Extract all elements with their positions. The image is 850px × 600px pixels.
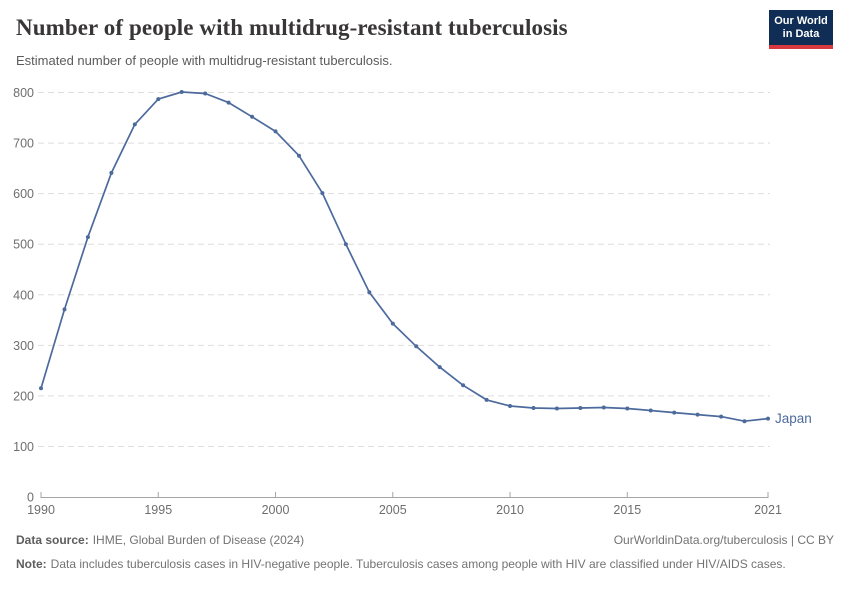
- data-point: [85, 235, 90, 240]
- data-point: [766, 416, 770, 421]
- data-point: [695, 412, 700, 417]
- page-title: Number of people with multidrug-resistan…: [16, 15, 568, 40]
- data-point: [297, 153, 301, 158]
- note-text: Data includes tuberculosis cases in HIV-…: [50, 557, 786, 571]
- data-point: [414, 344, 419, 349]
- y-axis-tick-label: 700: [13, 137, 34, 151]
- x-axis-tick-label: 1990: [27, 503, 55, 517]
- series-end-label: Japan: [775, 411, 812, 426]
- note-label: Note:: [16, 557, 47, 571]
- y-axis-tick-label: 200: [13, 389, 34, 403]
- chart-subtitle: Estimated number of people with multidru…: [16, 53, 393, 68]
- data-point: [132, 122, 137, 127]
- data-point: [672, 410, 677, 415]
- data-source-line: Data source: IHME, Global Burden of Disea…: [16, 533, 304, 547]
- data-point: [508, 404, 512, 408]
- data-point: [531, 406, 536, 410]
- data-point: [554, 406, 559, 411]
- data-point: [226, 100, 231, 105]
- owid-logo[interactable]: Our World in Data: [769, 10, 833, 49]
- data-point: [250, 114, 255, 119]
- data-point: [437, 365, 442, 370]
- y-axis-tick-label: 100: [13, 440, 34, 454]
- series-line-japan: [40, 91, 769, 423]
- y-axis-tick-label: 600: [13, 187, 34, 201]
- data-point: [601, 405, 606, 410]
- y-axis-tick-label: 0: [27, 491, 34, 505]
- data-point: [179, 90, 184, 94]
- data-point: [719, 414, 724, 419]
- owid-logo-line2: in Data: [782, 28, 820, 40]
- data-point: [578, 406, 583, 410]
- data-point: [390, 321, 395, 326]
- y-axis-tick-label: 300: [13, 339, 34, 353]
- chart-footer: Data source: IHME, Global Burden of Disea…: [16, 533, 834, 547]
- data-point: [343, 242, 348, 247]
- data-point: [625, 406, 630, 411]
- data-point: [273, 129, 278, 134]
- y-axis-tick-label: 400: [13, 288, 34, 302]
- data-point: [203, 91, 208, 96]
- data-point: [62, 307, 67, 312]
- data-source-text: IHME, Global Burden of Disease (2024): [92, 533, 305, 547]
- x-axis-tick-label: 2015: [613, 503, 641, 517]
- data-source-label: Data source:: [16, 533, 89, 547]
- y-axis-tick-label: 800: [13, 86, 34, 100]
- x-axis-tick-label: 2000: [262, 503, 290, 517]
- x-axis-tick-label: 2021: [754, 503, 782, 517]
- owid-logo-line1: Our World: [774, 15, 828, 27]
- x-axis-tick-label: 2005: [379, 503, 407, 517]
- data-point: [156, 97, 161, 102]
- owid-license-link[interactable]: OurWorldinData.org/tuberculosis | CC BY: [613, 533, 834, 547]
- data-point: [39, 386, 43, 391]
- data-point: [648, 408, 653, 413]
- data-point: [109, 170, 114, 175]
- data-point: [742, 419, 747, 424]
- y-axis-tick-label: 500: [13, 238, 34, 252]
- x-axis-tick-label: 2010: [496, 503, 524, 517]
- data-point: [484, 397, 489, 402]
- chart-note: Note: Data includes tuberculosis cases in…: [16, 556, 808, 573]
- x-axis-tick-label: 1995: [144, 503, 172, 517]
- data-point: [320, 191, 325, 196]
- data-point: [461, 383, 466, 388]
- data-point: [367, 290, 372, 295]
